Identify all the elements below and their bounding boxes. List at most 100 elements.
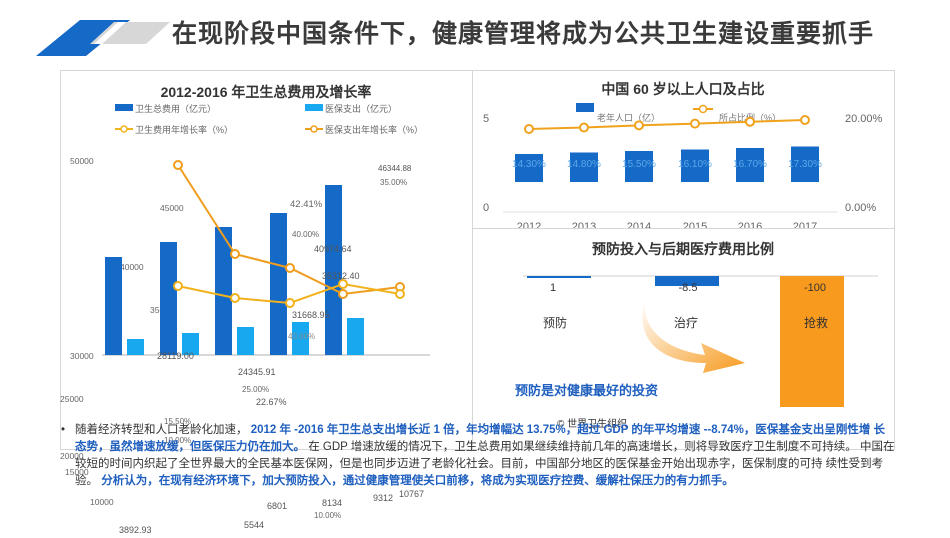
y-tick-label: 30000 (70, 351, 94, 361)
data-label: 24345.91 (238, 367, 276, 377)
data-label: 8134 (322, 498, 342, 508)
x-tick-label: 2017 (793, 221, 817, 228)
y-right-tick: 0.00% (845, 202, 876, 214)
value-label: -100 (804, 282, 826, 294)
point-ratio (745, 116, 755, 127)
data-label: 35312.40 (322, 271, 360, 281)
data-label: 6801 (267, 501, 287, 511)
bar-elderly-2012 (515, 154, 543, 182)
value-label: 1 (550, 282, 556, 294)
value-label: -8.5 (679, 282, 698, 294)
para-highlight-conclusion: 分析认为，在现有经济环境下，加大预防投入，通过健康管理使关口前移，将成为实现医疗… (101, 475, 734, 487)
point-ratio (524, 124, 534, 134)
data-label: 22.67% (256, 397, 287, 407)
x-tick-label: 2016 (738, 221, 762, 228)
legend-label: 卫生费用年增长率（%） (135, 124, 233, 135)
header-decoration (36, 20, 170, 56)
bar-insurance-2012 (127, 339, 144, 355)
y-left-tick: 5 (483, 113, 489, 125)
pct-label: 15.50% (164, 417, 191, 426)
y-tick-label: 10000 (90, 497, 114, 507)
line-ratio (528, 119, 806, 130)
category-label: 抢救 (804, 315, 828, 330)
pct-label: 10.00% (164, 436, 191, 445)
line-insurance-growth (177, 164, 401, 296)
pct-label-inner: 40.00% (288, 332, 315, 341)
y-tick-label: 50000 (70, 156, 94, 166)
point-ratio (690, 118, 700, 129)
category-label: 预防 (543, 315, 567, 330)
bar-label: 17.30% (788, 159, 822, 170)
point-ratio (634, 120, 644, 131)
y-tick-label: 25000 (60, 394, 84, 404)
point-total-growth (230, 293, 240, 303)
chart2-title: 中国 60 岁以上人口及占比 (601, 81, 764, 97)
point-total-growth (395, 289, 405, 299)
source-note: © 世界卫生组织 (557, 417, 627, 429)
data-label: 31668.95 (292, 310, 330, 320)
bar-treatment (655, 276, 719, 286)
data-label: 5544 (244, 520, 264, 530)
bar-elderly-2016 (736, 148, 764, 182)
category-label: 治疗 (674, 316, 698, 330)
pct-label: 10.00% (314, 511, 341, 520)
x-tick-label: 2012 (517, 221, 541, 228)
bar-label: 14.80% (567, 159, 601, 170)
page-title: 在现阶段中国条件下，健康管理将成为公共卫生建设重要抓手 (172, 20, 875, 48)
legend-marker (120, 125, 128, 133)
bar-insurance-2015 (292, 322, 309, 355)
point-total-growth (338, 279, 348, 289)
x-tick-label: 2014 (627, 221, 651, 228)
legend-marker (310, 125, 318, 133)
bar-prevention (527, 276, 591, 278)
bar-elderly-2014 (625, 151, 653, 182)
y-tick-label: 15000 (65, 467, 89, 477)
data-label: 28119.00 (157, 351, 194, 361)
legend-label: 医保支出（亿元） (325, 103, 397, 114)
legend-label: 卫生总费用（亿元） (135, 103, 216, 114)
bar-total-2013 (160, 242, 177, 355)
bar-insurance-2014 (237, 327, 254, 355)
bar-total-2015 (270, 213, 287, 355)
horizontal-divider (472, 228, 895, 229)
bar-total-2016 (325, 185, 342, 355)
legend-label: 老年人口（亿） (597, 112, 660, 123)
y-tick-label: 20000 (60, 451, 84, 461)
data-label: 46344.88 (378, 164, 412, 173)
point-insurance-growth (230, 249, 240, 259)
para-highlight-growth: 2012 年 -2016 年卫生总支出增长近 1 倍，年均增幅达 13.75%，… (75, 424, 886, 453)
pct-label: 40.00% (292, 230, 319, 239)
y-tick-label: 40000 (120, 262, 144, 272)
bullet: • (61, 424, 66, 436)
bar-label: 16.70% (733, 159, 767, 170)
legend-marker (698, 104, 708, 114)
bar-insurance-2013 (182, 333, 199, 355)
pct-label: 35.00% (380, 178, 407, 187)
bar-label: 16.10% (678, 159, 712, 170)
point-ratio (579, 122, 589, 133)
point-total-growth (173, 281, 183, 291)
point-ratio (800, 115, 810, 125)
point-insurance-growth (285, 263, 295, 273)
legend-swatch (115, 104, 133, 111)
bar-rescue (780, 276, 844, 407)
data-label: 10767 (399, 489, 424, 499)
elderly-population-chart: 中国 60 岁以上人口及占比老年人口（亿）所占比例（%）5020.00%0.00… (483, 81, 883, 228)
bar-insurance-2016 (347, 318, 364, 355)
data-label: 40974.64 (314, 244, 352, 254)
chart3-title: 预防投入与后期医疗费用比例 (592, 241, 774, 257)
point-total-growth (285, 298, 295, 308)
legend-label: 医保支出年增长率（%） (325, 124, 423, 135)
bar-elderly-2013 (570, 152, 598, 182)
y-tick-label: 45000 (160, 203, 184, 213)
bar-total-2014 (215, 227, 232, 355)
pct-label: 25.00% (242, 385, 269, 394)
content-frame (60, 70, 895, 450)
point-insurance-growth (338, 289, 348, 299)
bar-label: 14.30% (512, 159, 546, 170)
data-label: 9312 (373, 493, 393, 503)
bar-total-2012 (105, 257, 122, 355)
pct-label: 42.41% (290, 199, 323, 210)
